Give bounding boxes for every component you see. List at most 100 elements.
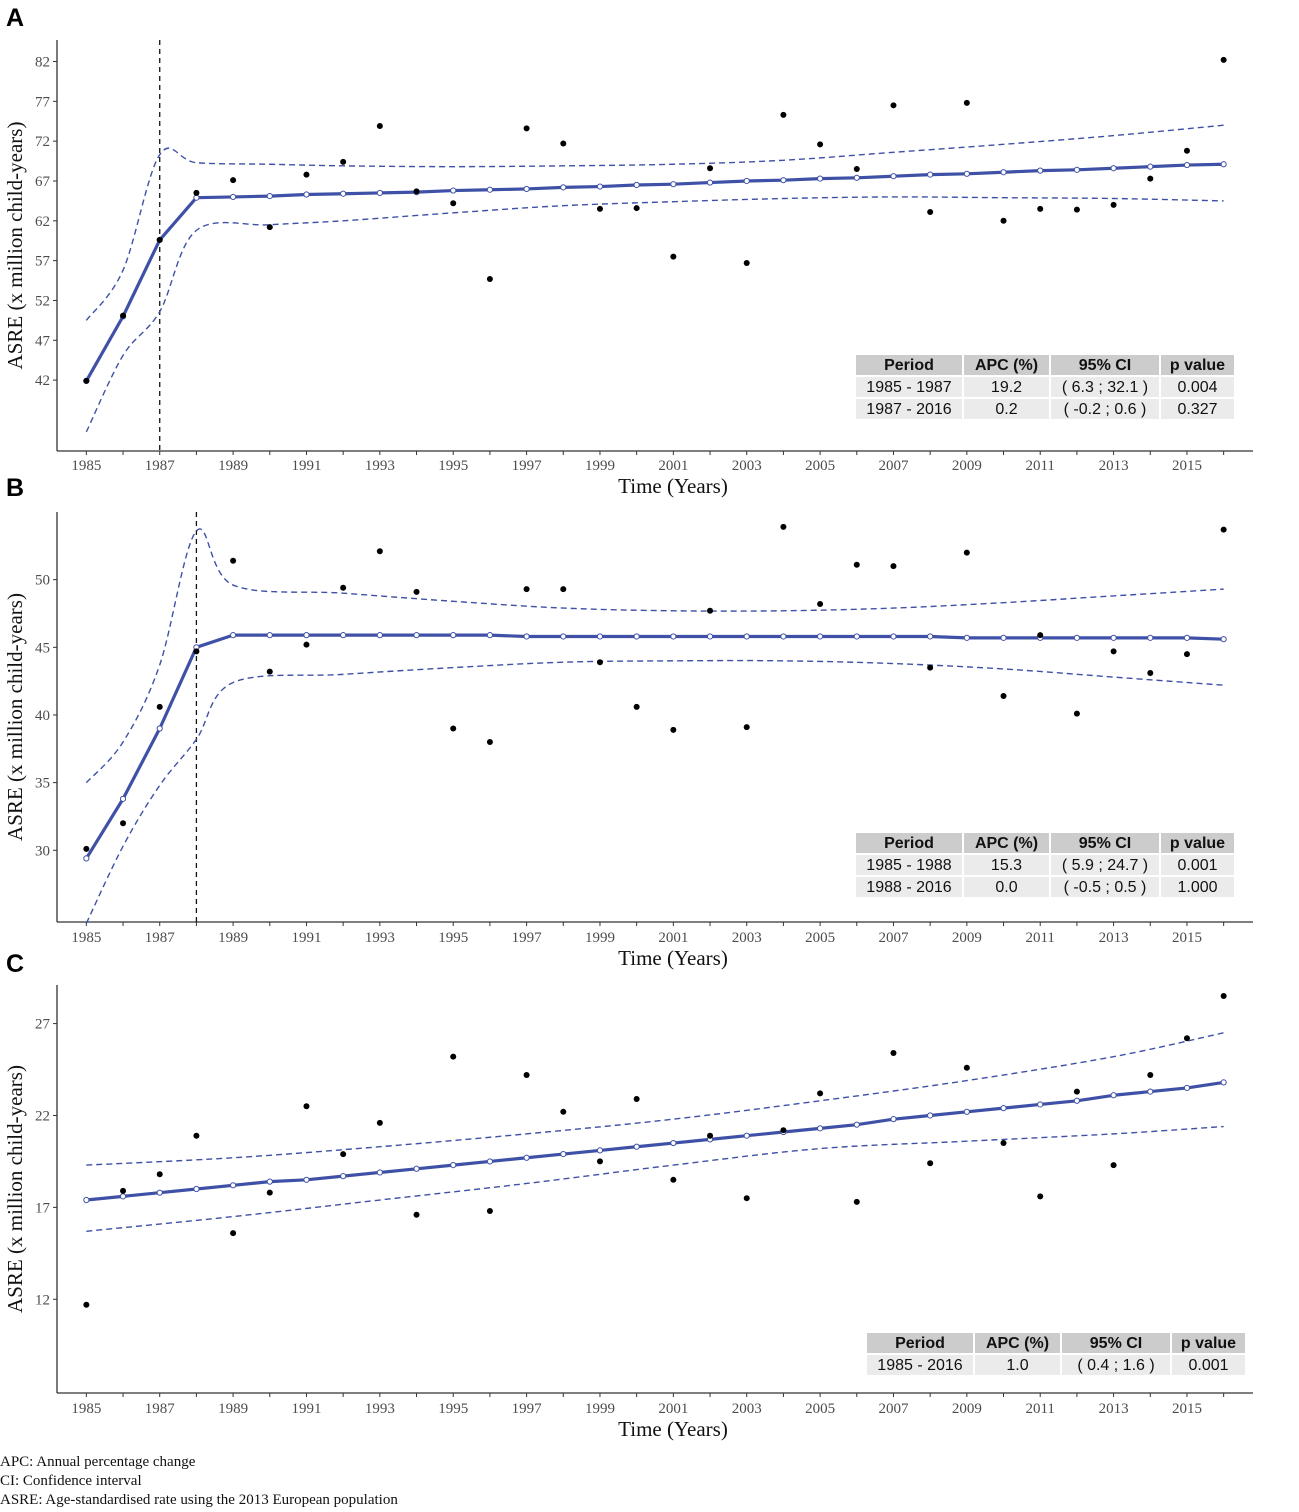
fitted-point [670,181,677,188]
fitted-point [523,1154,530,1161]
observed-point [670,726,677,733]
y-tick-label: 27 [35,1017,51,1033]
fitted-point [963,1108,970,1115]
fitted-point [486,632,494,639]
fitted-point [890,1116,897,1123]
fitted-point [1147,1088,1154,1095]
observed-point [963,1064,970,1071]
fitted-point [1037,1101,1044,1108]
x-tick-label: 1987 [145,1401,176,1417]
ci-lower-line [85,196,1224,433]
fitted-point [816,1125,824,1132]
observed-point [83,377,90,384]
fitted-point [1000,634,1007,641]
observed-point [670,1176,677,1183]
observed-point [707,165,714,172]
y-tick-label: 17 [35,1200,51,1216]
observed-point [743,1195,750,1202]
fitted-point [743,633,750,640]
ci-lower-line [85,659,1224,924]
x-tick-label: 1989 [218,1401,248,1417]
fitted-point [450,632,457,639]
fitted-point [340,632,347,639]
x-tick-label: 2009 [952,458,982,474]
observed-point [670,253,677,260]
observed-point [120,820,127,827]
x-tick-label: 2013 [1099,458,1129,474]
ci-upper-line [85,124,1224,321]
x-tick-label: 2007 [878,1401,909,1417]
x-axis-title: Time (Years) [618,474,728,498]
y-tick-label: 42 [35,373,50,389]
y-tick-label: 30 [35,843,50,859]
table-cell [1161,377,1234,397]
observed-point [376,1119,383,1126]
table-cell [1051,377,1159,397]
observed-point [743,724,750,731]
x-tick-label: 1991 [291,458,321,474]
x-tick-label: 1987 [145,458,176,474]
fitted-point [376,632,383,639]
observed-point [1183,651,1190,658]
fitted-point [303,632,310,639]
x-tick-label: 1995 [438,458,468,474]
observed-point [230,557,237,564]
table-cell [964,877,1049,897]
fitted-point [853,174,860,181]
x-tick-label: 2007 [878,458,909,474]
observed-point [560,586,567,593]
fitted-point [853,1121,860,1128]
fitted-point [303,1176,310,1183]
observed-point [817,601,824,608]
fitted-point [1110,1092,1117,1099]
observed-point [743,260,750,267]
fitted-point [927,171,934,178]
fitted-point [816,633,824,640]
fitted-point [119,1193,127,1200]
x-tick-label: 1991 [291,930,321,946]
x-tick-label: 2013 [1099,1401,1129,1417]
table-cell-text: ( 0.4 ; 1.6 ) [1077,1357,1154,1374]
table-cell [964,399,1049,419]
fitted-point [927,633,934,640]
table-header-text: Period [884,357,934,374]
table-cell [1161,399,1234,419]
fitted-line [84,633,1224,860]
observed-point [266,1189,273,1196]
table-cell [1161,855,1234,875]
observed-point [1110,1162,1117,1169]
fitted-point [266,193,273,200]
fitted-point [560,1150,567,1158]
observed-point [120,312,127,319]
table-cell [1051,877,1159,897]
fitted-point [560,184,567,191]
table-header-text: APC (%) [975,357,1038,374]
panel-a: A 42 47 52 57 62 67 72 77 82 1985 1987 1989 1991 1993 1… [3,4,1253,498]
fitted-point [1183,161,1191,169]
table-cell-text: 0.004 [1177,379,1217,396]
fitted-point [927,1112,934,1119]
fitted-point [1073,1097,1081,1104]
observed-point [486,275,493,282]
observed-point [340,584,347,591]
observed-point [156,236,163,243]
fitted-point [413,632,420,639]
x-tick-label: 1995 [438,930,468,946]
fitted-point [816,175,824,182]
observed-point [817,1090,824,1097]
table-cell-text: 0.001 [1177,857,1217,874]
observed-point [853,166,860,173]
observed-point [413,1211,420,1218]
fitted-point [1183,634,1191,641]
table-cell-text: ( -0.2 ; 0.6 ) [1064,401,1147,418]
apc-table: Period APC (%) 95% CI p value 1985 - 2016 1.0… [867,1333,1245,1375]
ci-upper-line [85,528,1224,784]
x-tick-label: 1985 [71,930,101,946]
table-cell-text: 19.2 [991,379,1022,396]
observed-point [413,588,420,595]
observed-point [1073,206,1080,213]
table-cell-text: 0.2 [995,401,1017,418]
x-tick-label: 2003 [732,458,762,474]
table-cell [1062,1355,1170,1375]
